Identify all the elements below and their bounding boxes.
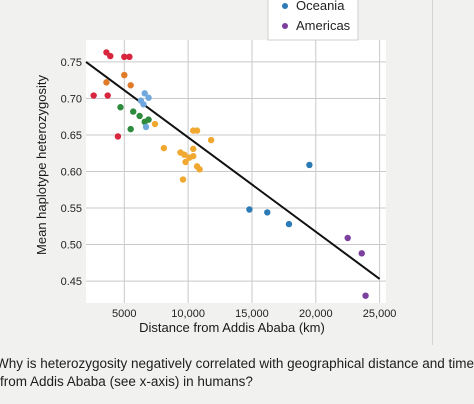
x-axis-title: Distance from Addis Ababa (km) — [139, 320, 325, 335]
scatter-chart: 0.45 0.50 0.55 0.60 0.65 0.70 0.75 5000 10,000 1… — [34, 0, 397, 335]
data-point-series-4 — [160, 144, 168, 152]
x-tick-label: 20,000 — [299, 308, 333, 320]
data-point-series-2 — [145, 116, 152, 123]
data-point-series-2 — [117, 104, 124, 111]
legend-label-americas: Americas — [296, 18, 351, 33]
data-point-series-2 — [136, 112, 143, 120]
data-point-series-6 — [344, 234, 351, 242]
data-point-series-2 — [127, 125, 134, 133]
data-point-series-1 — [103, 79, 110, 86]
data-point-series-0 — [104, 92, 111, 99]
data-point-series-5 — [264, 209, 271, 216]
data-point-series-3 — [141, 90, 148, 97]
data-point-series-5 — [285, 220, 293, 228]
legend: Oceania Americas — [267, 0, 359, 41]
legend-marker-americas — [282, 23, 288, 29]
trend-line — [85, 61, 381, 280]
legend-marker-oceania — [282, 3, 288, 9]
y-tick-label: 0.60 — [61, 167, 82, 179]
y-axis-title: Mean haplotype heterozygosity — [34, 75, 49, 255]
data-point-series-1 — [127, 82, 134, 89]
y-tick-label: 0.45 — [61, 276, 82, 288]
data-point-series-0 — [90, 92, 97, 99]
y-tick-label: 0.50 — [61, 240, 82, 252]
question-text: Why is heterozygosity negatively correla… — [0, 356, 474, 389]
x-tick-label: 5000 — [112, 308, 136, 320]
x-tick-label: 25,000 — [363, 308, 397, 320]
data-point-series-4 — [193, 127, 201, 134]
x-tick-label: 10,000 — [171, 308, 205, 320]
data-point-series-3 — [140, 101, 147, 108]
x-tick-label: 15,000 — [235, 308, 269, 320]
data-point-series-4 — [179, 176, 187, 183]
data-point-series-4 — [190, 152, 197, 160]
data-point-series-3 — [142, 123, 150, 131]
data-point-series-0 — [121, 53, 128, 61]
data-point-series-4 — [207, 136, 215, 144]
data-point-series-5 — [246, 206, 253, 213]
legend-label-oceania: Oceania — [296, 0, 345, 13]
data-point-series-4 — [182, 158, 189, 166]
data-point-series-0 — [107, 52, 114, 60]
data-point-series-4 — [190, 145, 197, 153]
data-point-series-0 — [126, 53, 133, 61]
data-point-series-4 — [196, 166, 203, 173]
y-tick-label: 0.65 — [61, 130, 82, 142]
data-point-series-4 — [151, 120, 159, 128]
data-point-series-6 — [362, 292, 369, 299]
y-tick-label: 0.70 — [61, 93, 82, 105]
data-point-series-5 — [306, 161, 313, 169]
divider-line — [432, 0, 433, 345]
data-point-series-0 — [114, 133, 122, 140]
data-point-series-3 — [145, 94, 152, 101]
data-point-series-2 — [130, 108, 137, 115]
y-tick-label: 0.55 — [61, 203, 82, 215]
data-point-series-1 — [121, 71, 128, 79]
data-point-series-4 — [181, 151, 188, 158]
data-point-series-6 — [358, 250, 365, 257]
y-tick-label: 0.75 — [61, 57, 82, 69]
